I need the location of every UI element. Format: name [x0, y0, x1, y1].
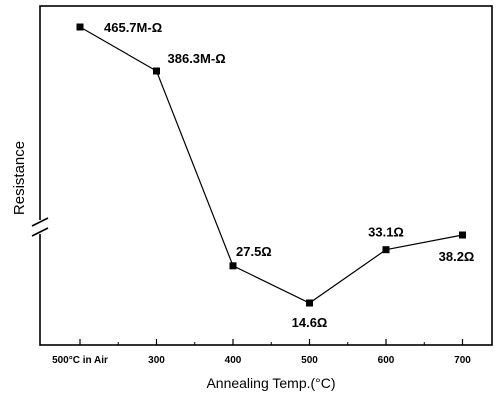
y-axis-label: Resistance	[11, 141, 28, 215]
data-label: 386.3M-Ω	[168, 51, 226, 66]
data-point-marker	[153, 67, 160, 75]
data-point-marker	[306, 299, 313, 307]
data-labels-group: 465.7M-Ω 386.3M-Ω 27.5Ω 14.6Ω 33.1Ω 38.2Ω	[104, 20, 474, 330]
x-tick-label: 600	[378, 355, 395, 366]
data-point-marker	[76, 23, 84, 31]
data-point-marker	[459, 231, 466, 239]
data-label: 27.5Ω	[236, 244, 272, 259]
data-point-marker	[382, 246, 390, 254]
y-axis-break	[31, 217, 49, 237]
data-label: 465.7M-Ω	[104, 20, 162, 35]
x-tick-label: 500°C in Air	[52, 355, 108, 366]
data-label: 33.1Ω	[368, 225, 404, 240]
x-axis-label: Annealing Temp.(°C)	[206, 375, 335, 391]
x-tick-label: 500	[301, 355, 318, 366]
data-point-marker	[229, 262, 237, 270]
x-tick-label: 700	[454, 355, 471, 366]
series-line	[79, 26, 463, 304]
x-tick-label: 300	[148, 355, 165, 366]
plot-frame	[39, 5, 493, 346]
series-line-group	[76, 23, 466, 307]
data-label: 14.6Ω	[292, 315, 328, 330]
data-label: 38.2Ω	[439, 249, 475, 264]
axes: 500°C in Air 300 400 500 600 700	[31, 5, 493, 366]
x-tick-label: 400	[225, 355, 242, 366]
